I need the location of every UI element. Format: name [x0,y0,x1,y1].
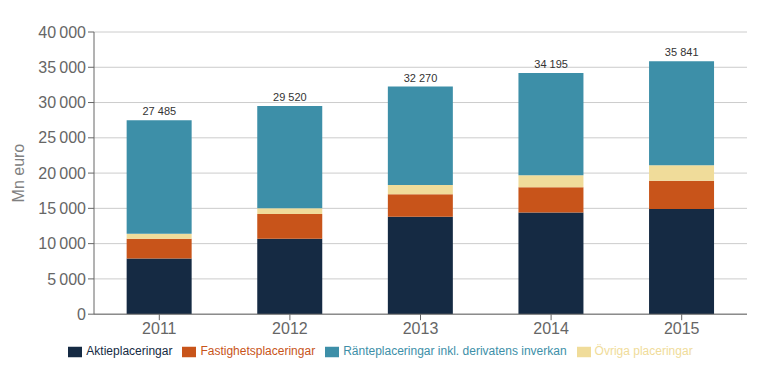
svg-text:2011: 2011 [142,320,177,337]
html-text:Fastighetsplaceringar: Fastighetsplaceringar [200,344,316,359]
svg-text:0: 0 [77,306,86,323]
svg-text:2013: 2013 [403,320,439,337]
html-text:Övriga placeringar: Övriga placeringar [594,344,693,359]
svg-text:10 000: 10 000 [38,235,86,252]
svg-text:Mn euro: Mn euro [10,144,27,203]
svg-text:32 270: 32 270 [404,72,438,84]
svg-text:29 520: 29 520 [273,91,307,103]
svg-text:25 000: 25 000 [38,129,86,146]
svg-text:2015: 2015 [664,320,700,337]
svg-text:27 485: 27 485 [142,105,176,117]
svg-text:40 000: 40 000 [38,24,86,41]
html-text:Aktieplaceringar: Aktieplaceringar [86,344,173,359]
svg-text:30 000: 30 000 [38,94,86,111]
svg-text:15 000: 15 000 [38,200,86,217]
svg-text:2014: 2014 [533,320,569,337]
svg-text:35 000: 35 000 [38,59,86,76]
svg-text:35 841: 35 841 [665,46,699,58]
svg-text:5 000: 5 000 [47,271,86,288]
svg-text:34 195: 34 195 [534,58,568,70]
svg-text:2012: 2012 [272,320,308,337]
html-text:Ränteplaceringar inkl. derivat: Ränteplaceringar inkl. derivatens inverk… [343,344,567,359]
svg-text:20 000: 20 000 [38,165,86,182]
